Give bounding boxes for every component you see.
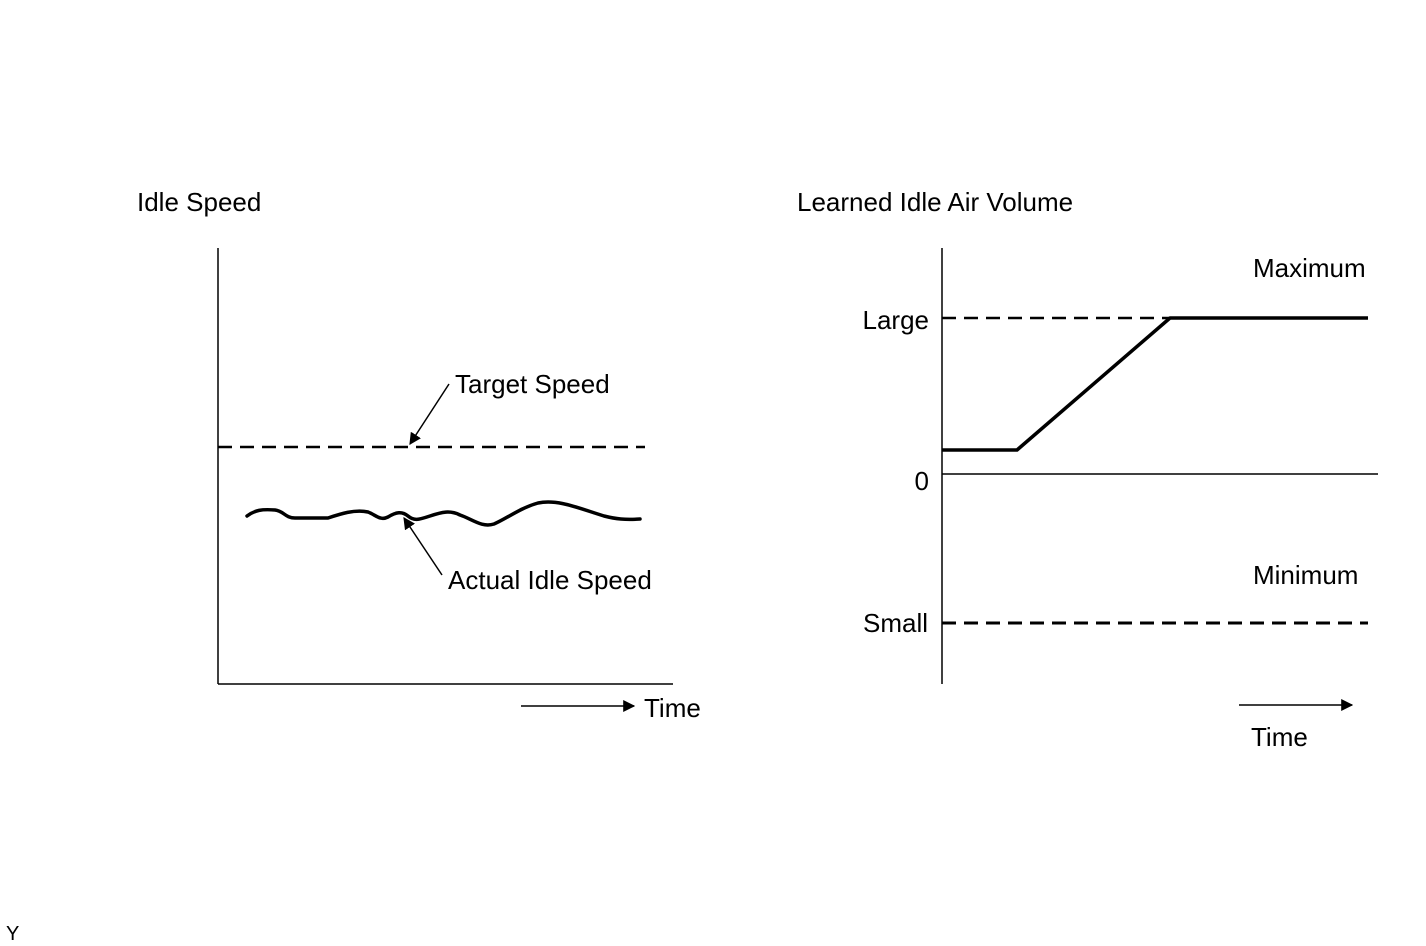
learned-idle-air-volume-panel: Learned Idle Air Volume Maximum Large 0 … bbox=[797, 187, 1378, 752]
actual-idle-speed-curve bbox=[245, 500, 642, 527]
time-label-right: Time bbox=[1251, 722, 1308, 752]
target-speed-label: Target Speed bbox=[455, 369, 610, 399]
idle-speed-title: Idle Speed bbox=[137, 187, 261, 217]
maximum-label: Maximum bbox=[1253, 253, 1366, 283]
actual-idle-speed-leader-arrow bbox=[403, 517, 443, 576]
large-label: Large bbox=[863, 305, 930, 335]
learned-idle-air-volume-title: Learned Idle Air Volume bbox=[797, 187, 1073, 217]
corner-mark: Y bbox=[6, 923, 19, 945]
target-speed-leader-arrow bbox=[409, 383, 450, 446]
idle-speed-panel: Idle Speed Target Speed Actual Idle Spee… bbox=[137, 187, 701, 723]
time-label-left: Time bbox=[644, 693, 701, 723]
small-label: Small bbox=[863, 608, 928, 638]
learned-air-volume-curve bbox=[942, 316, 1368, 452]
minimum-label: Minimum bbox=[1253, 560, 1358, 590]
actual-idle-speed-label: Actual Idle Speed bbox=[448, 565, 652, 595]
zero-label: 0 bbox=[915, 466, 929, 496]
